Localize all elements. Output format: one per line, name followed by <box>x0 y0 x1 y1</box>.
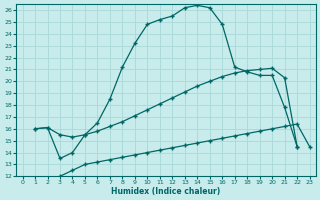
X-axis label: Humidex (Indice chaleur): Humidex (Indice chaleur) <box>111 187 221 196</box>
